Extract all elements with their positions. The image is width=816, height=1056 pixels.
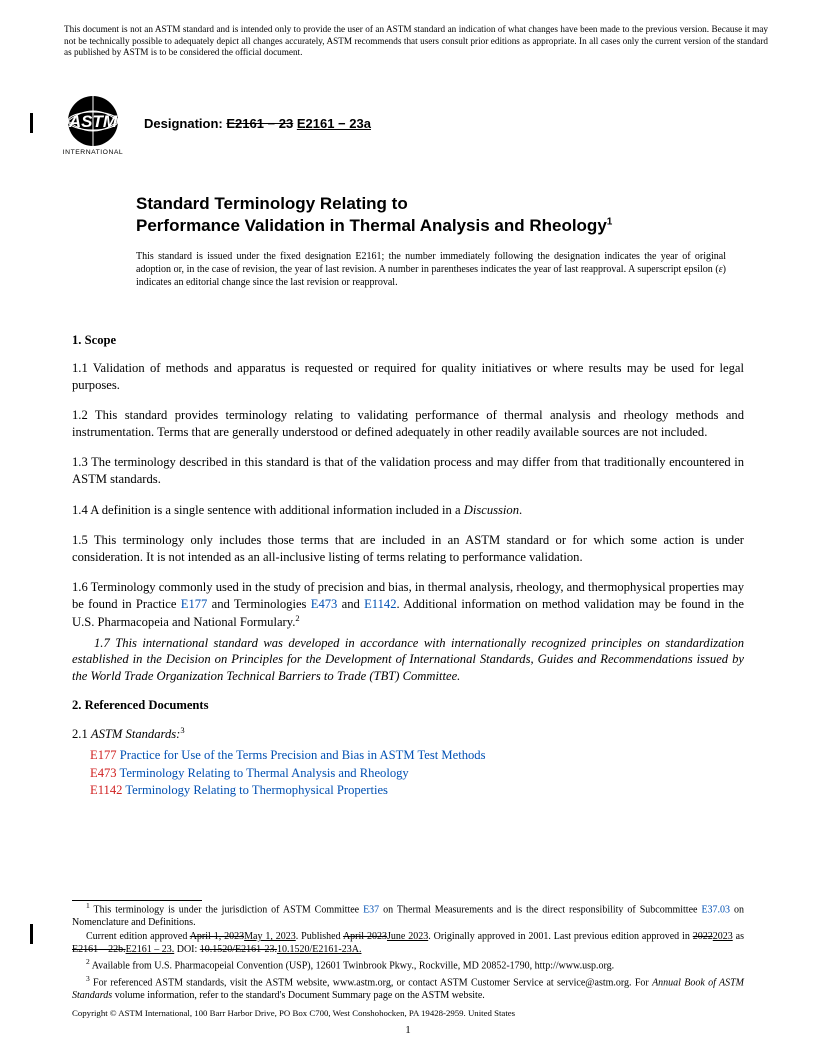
footnote-1: 1 This terminology is under the jurisdic… — [72, 901, 744, 929]
logo-sublabel: INTERNATIONAL — [56, 149, 130, 156]
fn1-a: This terminology is under the jurisdicti… — [90, 904, 363, 915]
ref-link-e473[interactable]: E473 — [311, 597, 338, 611]
fn1d-s2: April 2023 — [343, 931, 387, 942]
para-1-3: 1.3 The terminology described in this st… — [72, 454, 744, 487]
discussion-term: Discussion — [464, 503, 519, 517]
fn1d-i2: June 2023 — [387, 931, 428, 942]
para-1-4-c: . — [519, 503, 522, 517]
disclaimer-text: This document is not an ASTM standard an… — [64, 24, 768, 59]
fn1d-i3: 2023 — [713, 931, 733, 942]
ref-code-e177[interactable]: E177 — [90, 748, 117, 762]
fn1e-doi-label: DOI: — [174, 944, 200, 955]
para-1-7: 1.7 This international standard was deve… — [72, 635, 744, 685]
para-1-1: 1.1 Validation of methods and apparatus … — [72, 360, 744, 393]
ref-sub-2-1: 2.1 ASTM Standards:3 — [72, 725, 744, 743]
ref-title-e177[interactable]: Practice for Use of the Terms Precision … — [120, 748, 486, 762]
fn1e-doi-s: 10.1520/E2161-23. — [200, 944, 277, 955]
ref-item: E473 Terminology Relating to Thermal Ana… — [90, 765, 744, 783]
para-1-4-a: 1.4 A definition is a single sentence wi… — [72, 503, 464, 517]
para-1-6: 1.6 Terminology commonly used in the stu… — [72, 579, 744, 630]
copyright-line: Copyright © ASTM International, 100 Barr… — [72, 1008, 515, 1018]
ref-sub-num: 2.1 — [72, 728, 91, 742]
page-number: 1 — [0, 1024, 816, 1036]
fn1d-pre: Current edition approved — [86, 931, 190, 942]
fn1d-s1: April 1, 2023 — [190, 931, 244, 942]
para-1-7-text: 1.7 This international standard was deve… — [72, 636, 744, 683]
fn1e-s: E2161 – 22b. — [72, 944, 126, 955]
footnotes-block: 1 This terminology is under the jurisdic… — [72, 900, 744, 1003]
ref-title-e473[interactable]: Terminology Relating to Thermal Analysis… — [120, 766, 409, 780]
fn-ref-2: 2 — [295, 613, 299, 623]
designation-label: Designation: — [144, 116, 223, 131]
para-1-6-b: and Terminologies — [207, 597, 310, 611]
ref-title-e1142[interactable]: Terminology Relating to Thermophysical P… — [125, 783, 388, 797]
footnote-2: 2 Available from U.S. Pharmacopeial Conv… — [72, 957, 744, 972]
ref-code-e1142[interactable]: E1142 — [90, 783, 122, 797]
ref-code-e473[interactable]: E473 — [90, 766, 117, 780]
para-1-4: 1.4 A definition is a single sentence wi… — [72, 502, 744, 519]
fn1e-i: E2161 – 23. — [126, 944, 175, 955]
fn2-text: Available from U.S. Pharmacopeial Conven… — [90, 961, 614, 972]
subcommittee-link-e3703[interactable]: E37.03 — [701, 904, 730, 915]
ref-link-e177[interactable]: E177 — [181, 597, 208, 611]
title-sup: 1 — [607, 216, 613, 227]
fn3-a: For referenced ASTM standards, visit the… — [90, 977, 652, 988]
ref-item: E1142 Terminology Relating to Thermophys… — [90, 782, 744, 800]
footnote-1-edition: Current edition approved April 1, 2023Ma… — [72, 930, 744, 956]
revision-bar — [30, 924, 33, 944]
designation-old: E2161 − 23 — [226, 116, 293, 131]
body-area: 1. Scope 1.1 Validation of methods and a… — [72, 315, 744, 800]
fn3-c: volume information, refer to the standar… — [112, 990, 485, 1001]
title-block: Standard Terminology Relating to Perform… — [136, 194, 726, 236]
para-1-5: 1.5 This terminology only includes those… — [72, 532, 744, 565]
astm-logo: ASTM INTERNATIONAL — [56, 95, 130, 156]
fn1-b: on Thermal Measurements and is the direc… — [379, 904, 701, 915]
footnote-3: 3 For referenced ASTM standards, visit t… — [72, 974, 744, 1002]
astm-standards-label: ASTM Standards: — [91, 728, 180, 742]
fn1d-s3: 2022 — [693, 931, 713, 942]
revision-bar — [30, 113, 33, 133]
svg-text:ASTM: ASTM — [68, 112, 118, 131]
fn1d-mid: . Published — [296, 931, 343, 942]
astm-logo-icon: ASTM — [59, 95, 127, 147]
issuance-note: This standard is issued under the fixed … — [136, 250, 726, 289]
designation-new: E2161 − 23a — [297, 116, 371, 131]
title-line-2: Performance Validation in Thermal Analys… — [136, 216, 726, 236]
fn-ref-3: 3 — [180, 725, 184, 735]
committee-link-e37[interactable]: E37 — [363, 904, 379, 915]
scope-heading: 1. Scope — [72, 333, 744, 348]
fn1d-as: as — [733, 931, 744, 942]
title-main: Performance Validation in Thermal Analys… — [136, 216, 607, 235]
title-line-1: Standard Terminology Relating to — [136, 194, 726, 214]
para-1-2: 1.2 This standard provides terminology r… — [72, 407, 744, 440]
issue-note-text-a: This standard is issued under the fixed … — [136, 251, 726, 275]
ref-docs-heading: 2. Referenced Documents — [72, 698, 744, 713]
designation-line: Designation: E2161 − 23 E2161 − 23a — [144, 116, 371, 131]
fn1d-mid2: . Originally approved in 2001. Last prev… — [428, 931, 693, 942]
ref-link-e1142[interactable]: E1142 — [364, 597, 396, 611]
fn1d-i1: May 1, 2023 — [244, 931, 296, 942]
para-1-6-c: and — [337, 597, 364, 611]
ref-item: E177 Practice for Use of the Terms Preci… — [90, 747, 744, 765]
fn1e-doi-i: 10.1520/E2161-23A. — [277, 944, 361, 955]
